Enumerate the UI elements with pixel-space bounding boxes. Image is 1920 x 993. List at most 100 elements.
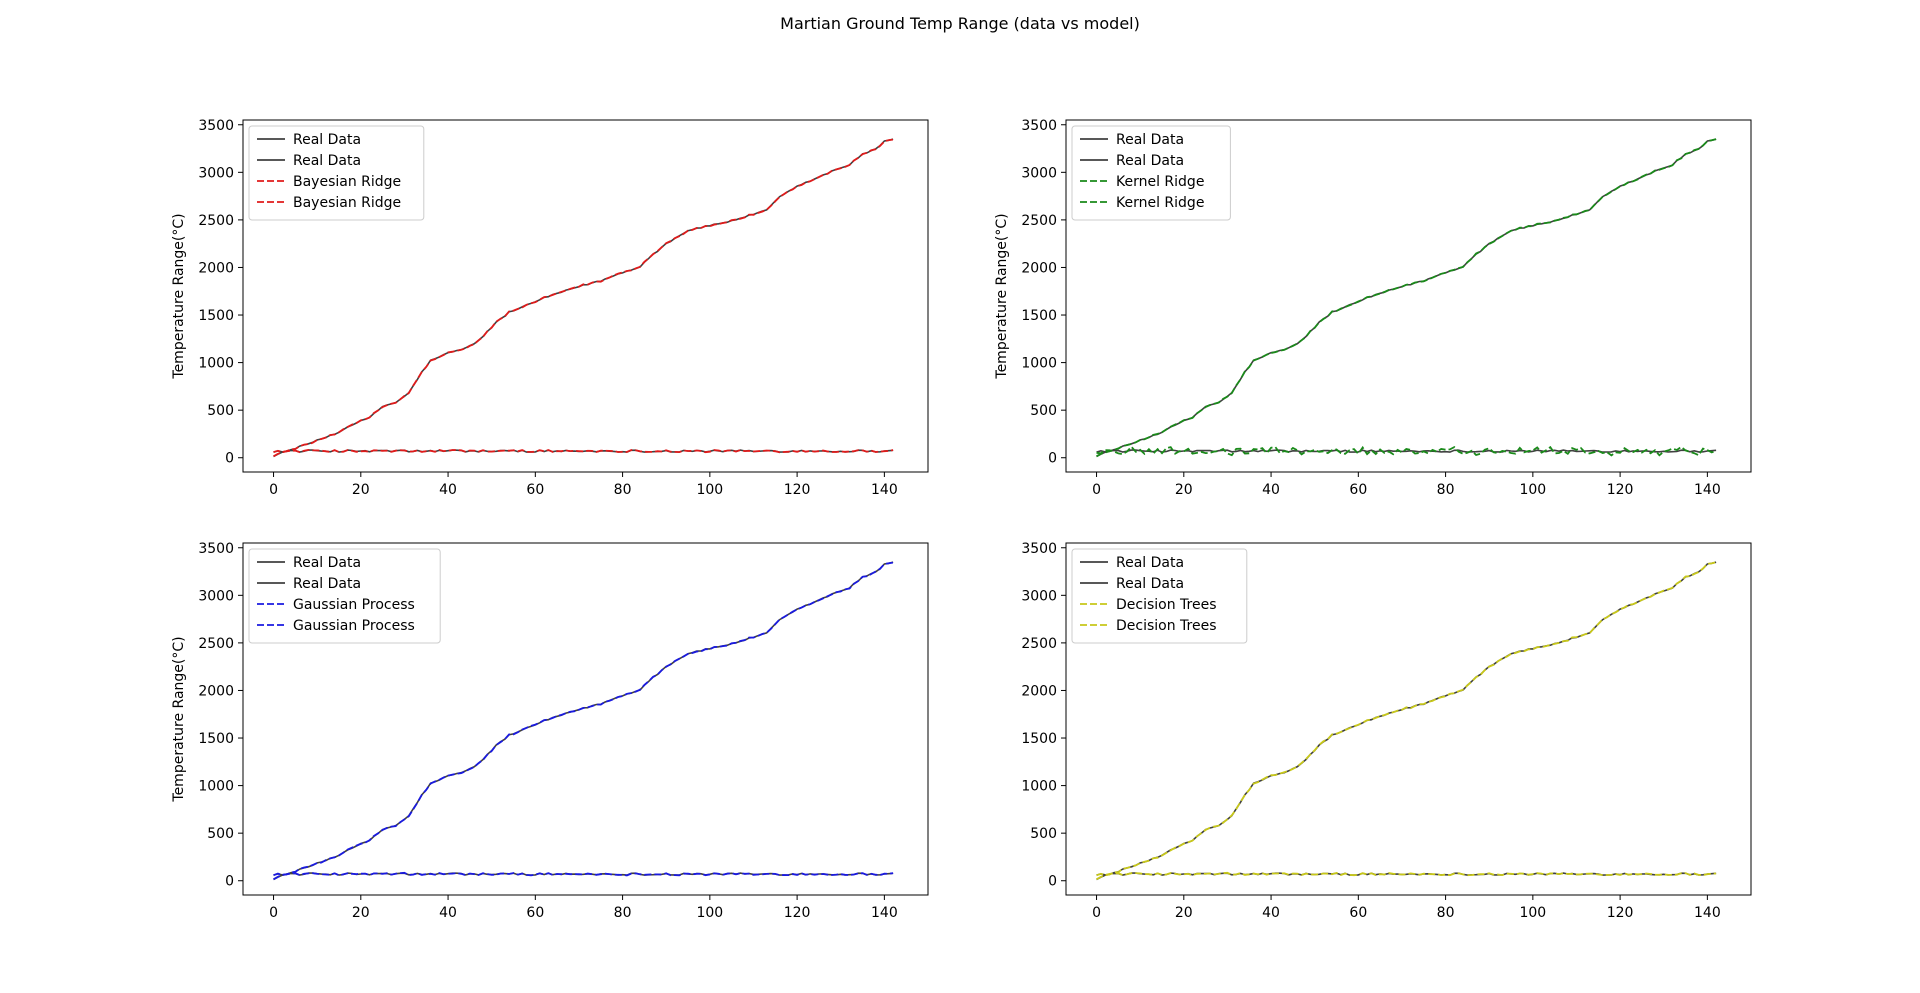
x-tick-label: 0 bbox=[269, 905, 278, 921]
y-tick-label: 500 bbox=[207, 403, 234, 419]
legend-box bbox=[1071, 548, 1248, 644]
x-tick-label: 60 bbox=[1349, 482, 1367, 498]
legend-label: Real Data bbox=[293, 132, 361, 148]
axes-frame bbox=[1065, 119, 1752, 473]
x-tick-label: 120 bbox=[784, 905, 811, 921]
axes-frame bbox=[242, 542, 929, 896]
x-tick-label: 0 bbox=[269, 482, 278, 498]
x-tick-label: 60 bbox=[1349, 905, 1367, 921]
x-tick-label: 100 bbox=[696, 905, 723, 921]
y-tick-label: 1000 bbox=[198, 356, 234, 372]
series-model-cumulative bbox=[273, 561, 894, 881]
x-tick-label: 40 bbox=[1262, 482, 1280, 498]
y-tick-label: 500 bbox=[1030, 403, 1057, 419]
y-tick-label: 3500 bbox=[1021, 118, 1057, 134]
legend-label: Real Data bbox=[1116, 153, 1184, 169]
series-model-cumulative bbox=[1096, 138, 1717, 458]
y-axis-label: Temperature Range(°C) bbox=[994, 213, 1010, 379]
x-tick-label: 140 bbox=[1694, 905, 1721, 921]
figure-title: Martian Ground Temp Range (data vs model… bbox=[780, 14, 1140, 33]
x-tick-label: 120 bbox=[1607, 905, 1634, 921]
legend-label: Gaussian Process bbox=[293, 618, 415, 634]
y-tick-label: 500 bbox=[207, 826, 234, 842]
y-tick-label: 3000 bbox=[1021, 588, 1057, 604]
y-tick-label: 2000 bbox=[1021, 683, 1057, 699]
y-tick-label: 3000 bbox=[1021, 165, 1057, 181]
legend-label: Real Data bbox=[1116, 132, 1184, 148]
x-tick-label: 80 bbox=[614, 482, 632, 498]
x-tick-label: 40 bbox=[439, 482, 457, 498]
y-tick-label: 3500 bbox=[198, 541, 234, 557]
y-tick-label: 0 bbox=[1048, 874, 1057, 890]
y-tick-label: 2000 bbox=[1021, 260, 1057, 276]
legend-label: Real Data bbox=[293, 153, 361, 169]
axes-frame bbox=[242, 119, 929, 473]
y-tick-label: 3000 bbox=[198, 165, 234, 181]
series-model-daily bbox=[273, 448, 894, 454]
legend-label: Real Data bbox=[293, 576, 361, 592]
x-tick-label: 60 bbox=[526, 905, 544, 921]
x-tick-label: 0 bbox=[1092, 482, 1101, 498]
legend-label: Real Data bbox=[293, 555, 361, 571]
x-tick-label: 100 bbox=[1519, 482, 1546, 498]
x-tick-label: 20 bbox=[1175, 482, 1193, 498]
y-tick-label: 2000 bbox=[198, 260, 234, 276]
legend-label: Kernel Ridge bbox=[1116, 195, 1204, 211]
y-tick-label: 2000 bbox=[198, 683, 234, 699]
legend-box bbox=[248, 548, 441, 644]
x-tick-label: 140 bbox=[871, 905, 898, 921]
subplot-1: 0 20 40 60 80 100 120 140 0 500 1000 1500 2000 2500 30… bbox=[171, 118, 929, 498]
subplot-4: 0 20 40 60 80 100 120 140 0 500 1000 1500 2000 2500 30… bbox=[1021, 541, 1752, 921]
legend-label: Kernel Ridge bbox=[1116, 174, 1204, 190]
x-tick-label: 140 bbox=[1694, 482, 1721, 498]
y-tick-label: 1500 bbox=[198, 731, 234, 747]
y-tick-label: 500 bbox=[1030, 826, 1057, 842]
x-tick-label: 100 bbox=[1519, 905, 1546, 921]
x-tick-label: 60 bbox=[526, 482, 544, 498]
subplot-2: 0 20 40 60 80 100 120 140 0 500 1000 1500 2000 2500 30… bbox=[994, 118, 1752, 498]
y-tick-label: 2500 bbox=[198, 636, 234, 652]
y-tick-label: 1500 bbox=[198, 308, 234, 324]
x-tick-label: 120 bbox=[1607, 482, 1634, 498]
y-axis-label: Temperature Range(°C) bbox=[171, 636, 187, 802]
y-tick-label: 1500 bbox=[1021, 731, 1057, 747]
x-tick-label: 140 bbox=[871, 482, 898, 498]
y-tick-label: 2500 bbox=[198, 213, 234, 229]
y-tick-label: 3000 bbox=[198, 588, 234, 604]
y-tick-label: 3500 bbox=[198, 118, 234, 134]
legend-label: Real Data bbox=[1116, 576, 1184, 592]
series-real-daily bbox=[1096, 449, 1717, 453]
legend-label: Decision Trees bbox=[1116, 618, 1217, 634]
x-tick-label: 100 bbox=[696, 482, 723, 498]
legend-box bbox=[248, 125, 425, 221]
legend-label: Bayesian Ridge bbox=[293, 174, 401, 190]
legend-box bbox=[1071, 125, 1231, 221]
y-tick-label: 1000 bbox=[1021, 779, 1057, 795]
x-tick-label: 0 bbox=[1092, 905, 1101, 921]
x-tick-label: 120 bbox=[784, 482, 811, 498]
x-tick-label: 40 bbox=[439, 905, 457, 921]
legend-label: Real Data bbox=[1116, 555, 1184, 571]
y-tick-label: 0 bbox=[225, 451, 234, 467]
x-tick-label: 20 bbox=[352, 482, 370, 498]
y-tick-label: 1000 bbox=[198, 779, 234, 795]
series-model-daily bbox=[1096, 445, 1717, 457]
x-tick-label: 80 bbox=[1437, 482, 1455, 498]
y-tick-label: 2500 bbox=[1021, 636, 1057, 652]
legend-label: Gaussian Process bbox=[293, 597, 415, 613]
x-tick-label: 20 bbox=[352, 905, 370, 921]
legend-label: Decision Trees bbox=[1116, 597, 1217, 613]
axes-frame bbox=[1065, 542, 1752, 896]
y-tick-label: 0 bbox=[1048, 451, 1057, 467]
y-tick-label: 0 bbox=[225, 874, 234, 890]
subplot-3: 0 20 40 60 80 100 120 140 0 500 1000 1500 2000 2500 30… bbox=[171, 541, 929, 921]
x-tick-label: 80 bbox=[614, 905, 632, 921]
series-model-cumulative bbox=[1096, 561, 1717, 881]
series-model-daily bbox=[273, 871, 894, 877]
y-tick-label: 1500 bbox=[1021, 308, 1057, 324]
y-tick-label: 3500 bbox=[1021, 541, 1057, 557]
x-tick-label: 40 bbox=[1262, 905, 1280, 921]
series-model-daily bbox=[1096, 871, 1717, 877]
